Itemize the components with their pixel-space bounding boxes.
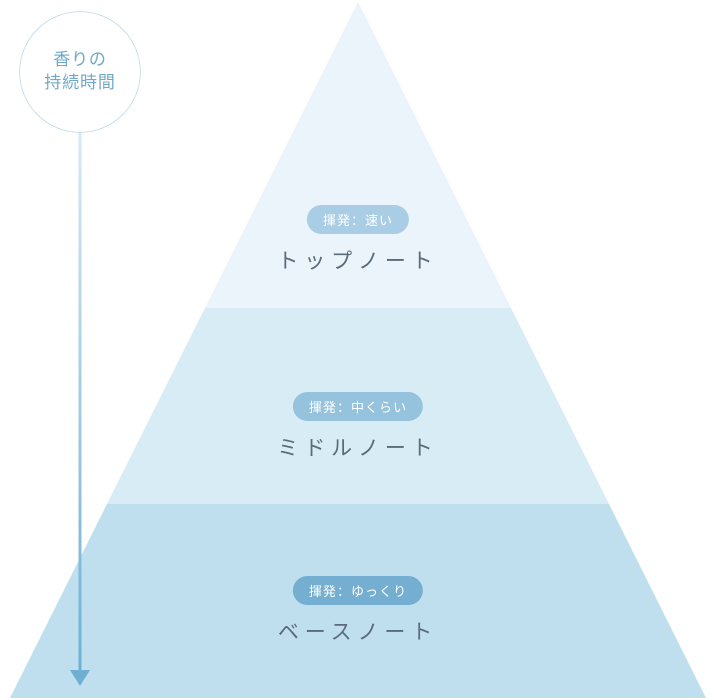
middle-note-title: ミドルノート [277, 432, 438, 462]
middle-note-pill: 揮発：中くらい [293, 392, 423, 421]
duration-circle-line2: 持続時間 [44, 72, 115, 95]
base-note-title: ベースノート [278, 616, 438, 646]
base-note-pill: 揮発：ゆっくり [293, 576, 423, 605]
fragrance-pyramid-diagram: 香りの 持続時間 揮発：速い トップノート 揮発：中くらい ミドルノート 揮発：… [0, 0, 716, 700]
duration-circle-line1: 香りの [53, 49, 107, 72]
duration-circle-badge: 香りの 持続時間 [20, 12, 140, 132]
duration-arrow-shaft [79, 132, 82, 670]
top-note-pill: 揮発：速い [307, 205, 409, 234]
top-note-title: トップノート [277, 245, 438, 275]
